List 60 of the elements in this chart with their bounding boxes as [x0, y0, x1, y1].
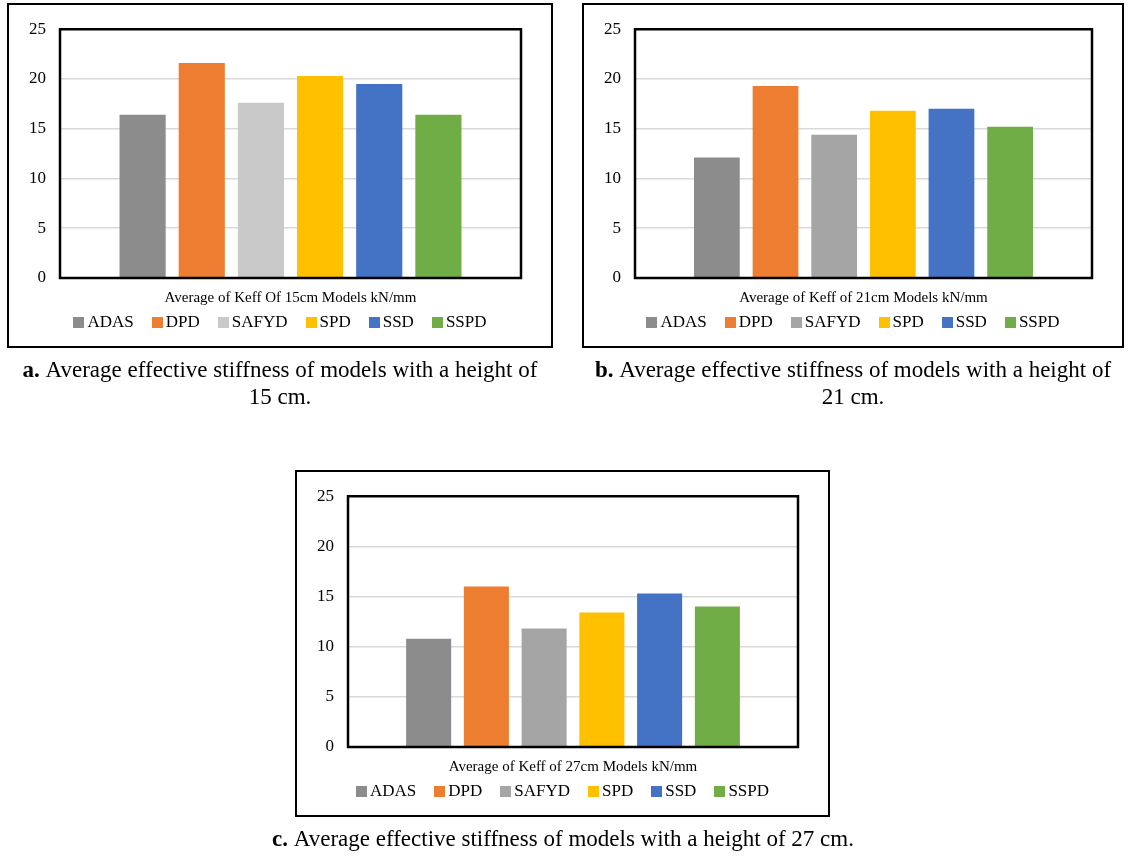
y-tick-label: 15: [604, 118, 621, 138]
legend-label: SAFYD: [231, 312, 288, 332]
y-tick-label: 0: [37, 267, 46, 287]
legend-label: DPD: [738, 312, 773, 332]
legend-label: SAFYD: [804, 312, 861, 332]
bar: [869, 110, 916, 278]
y-tick-label: 25: [29, 18, 46, 38]
x-tick-label: Average of Keff Of 15cm Models kN/mm: [164, 288, 417, 305]
bar: [637, 593, 683, 747]
text: c. Average effective stiffness of models with a height of 27 cm.: [271, 825, 855, 852]
legend-label: SSD: [955, 312, 987, 332]
y-tick-label: 0: [612, 267, 621, 287]
y-tick-label: 15: [317, 585, 334, 605]
y-tick-label: 10: [604, 167, 621, 187]
bar: [463, 586, 509, 747]
y-tick-label: 15: [29, 118, 46, 138]
legend-label: ADAS: [369, 781, 417, 801]
bar: [811, 134, 858, 278]
y-tick-label: 5: [37, 217, 46, 237]
x-tick-label: Average of Keff of 21cm Models kN/mm: [739, 288, 989, 305]
legend-label: DPD: [448, 781, 483, 801]
text: a. Average effective stiffness of models with a height of 15 cm.: [21, 356, 539, 410]
bar: [297, 75, 344, 278]
x-tick-label: Average of Keff of 27cm Models kN/mm: [448, 757, 698, 774]
bar: [694, 606, 740, 747]
bar: [694, 157, 740, 278]
bar: [406, 638, 452, 747]
bar: [579, 612, 625, 747]
y-tick-label: 0: [325, 736, 334, 756]
legend-label: ADAS: [87, 312, 134, 332]
y-tick-label: 20: [29, 68, 46, 88]
y-tick-label: 20: [604, 68, 621, 88]
legend-label: SSD: [665, 781, 697, 801]
legend-label: SSPD: [1018, 312, 1060, 332]
legend-label: SPD: [602, 781, 634, 801]
y-tick-label: 5: [612, 217, 621, 237]
y-tick-label: 10: [29, 167, 46, 187]
bar: [415, 114, 462, 278]
legend-label: SSD: [382, 312, 414, 332]
y-tick-label: 25: [604, 18, 621, 38]
bar: [752, 85, 799, 278]
bar: [237, 102, 284, 278]
legend-label: DPD: [165, 312, 200, 332]
legend-label: SPD: [892, 312, 924, 332]
legend-label: SSPD: [728, 781, 770, 801]
text: b. Average effective stiffness of models with a height of 21 cm.: [593, 356, 1113, 410]
y-tick-label: 5: [325, 686, 334, 706]
bar: [521, 628, 567, 747]
legend-label: SPD: [319, 312, 351, 332]
legend-label: SAFYD: [514, 781, 571, 801]
y-tick-label: 10: [317, 636, 334, 656]
bar: [928, 108, 975, 278]
y-tick-label: 20: [317, 535, 334, 555]
bar: [119, 114, 166, 278]
bar: [356, 83, 403, 278]
legend-label: ADAS: [660, 312, 707, 332]
y-tick-label: 25: [317, 485, 334, 505]
bar: [987, 126, 1033, 278]
legend-label: SSPD: [445, 312, 487, 332]
bar: [178, 63, 225, 278]
